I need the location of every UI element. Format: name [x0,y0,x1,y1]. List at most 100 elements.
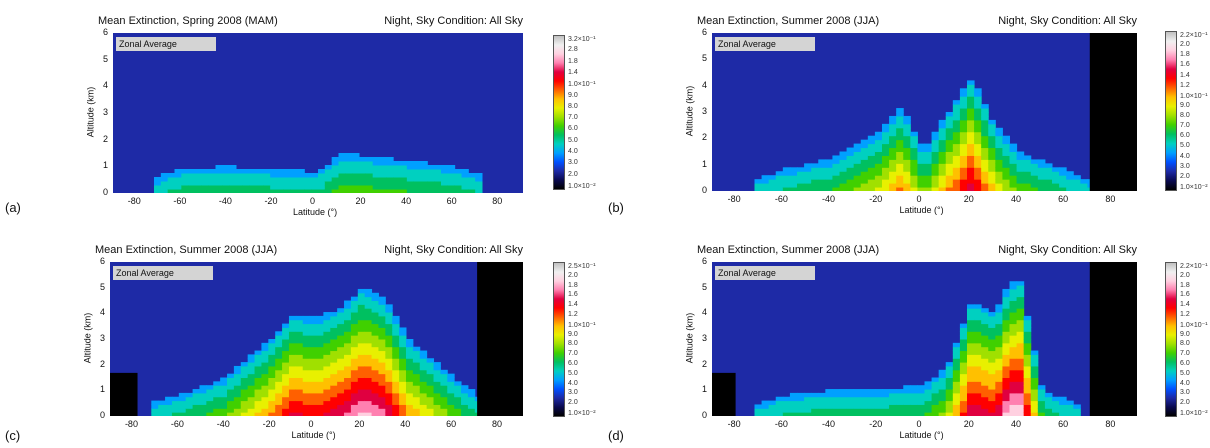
heatmap-cell [988,365,996,371]
heatmap-cell [1016,381,1025,386]
heatmap-cell [945,365,954,371]
heatmap-cell [357,400,366,405]
heatmap-cell [938,139,947,145]
heatmap-cell [323,400,331,405]
heatmap-cell [440,385,448,390]
heatmap-cell [316,408,324,413]
x-tick-label: -60 [774,419,788,429]
heatmap-cell [988,179,996,184]
heatmap-cell [1023,163,1032,168]
heatmap-cell [945,147,954,152]
heatmap-cell [352,177,360,182]
heatmap-cell [254,392,262,398]
heatmap-cell [1002,323,1010,328]
heatmap-cell [860,408,869,413]
heatmap-cell [413,169,421,174]
heatmap-cell [945,135,954,141]
heatmap-cell [846,147,855,152]
heatmap-cell [419,365,428,371]
heatmap-cell [974,179,982,184]
heatmap-cell [874,396,883,402]
heatmap-cell [405,362,414,367]
heatmap-cell [959,131,968,137]
heatmap-cell [952,151,961,156]
heatmap-cell [995,308,1003,313]
heatmap-cell [302,331,311,336]
heatmap-cell [434,185,442,190]
heatmap-cell [330,358,338,363]
heatmap-cell [277,173,285,178]
heatmap-cell [405,392,414,398]
heatmap-cell [959,187,968,191]
heatmap-cell [882,147,890,152]
heatmap-cell [1009,400,1018,405]
heatmap-cell [967,331,975,336]
heatmap-cell [371,362,379,367]
colorbar [1165,31,1177,191]
heatmap-cell [981,339,989,344]
heatmap-cell [337,335,345,340]
heatmap-cell [995,339,1003,344]
colorbar-tick-label: 2.8 [568,46,578,54]
heatmap-cell [924,389,933,394]
heatmap-cell [215,185,223,190]
heatmap-cell [364,392,373,398]
heatmap-area: Zonal Average [113,33,523,193]
heatmap-cell [378,319,386,325]
heatmap-cell [889,127,897,133]
heatmap-cell [338,189,346,193]
heatmap-cell [917,389,925,394]
heatmap-cell [297,185,305,190]
heatmap-cell [288,319,297,325]
heatmap-cell [302,377,311,382]
heatmap-cell [344,377,352,382]
x-tick-label: -80 [124,419,138,429]
heatmap-cell [295,392,304,398]
colorbar-tick-label: 1.0×10⁻² [568,410,596,417]
y-tick-label: 1 [103,160,109,171]
heatmap-cell [974,319,982,325]
heatmap-cell [1037,392,1046,398]
heatmap-cell [309,339,317,344]
heatmap-cell [364,373,373,378]
heatmap-cell [350,350,359,355]
heatmap-cell [261,381,269,386]
heatmap-cell [323,342,331,348]
heatmap-cell [959,143,968,149]
heatmap-cell [405,389,414,394]
heatmap-cell [440,389,448,394]
heatmap-cell [1030,381,1039,386]
heatmap-cell [924,412,933,416]
heatmap-cell [945,139,954,145]
heatmap-cell [441,185,449,190]
heatmap-cell [364,331,373,336]
heatmap-cell [433,392,441,398]
heatmap-cell [316,373,324,378]
x-tick-label: -20 [264,196,278,206]
heatmap-cell [995,335,1003,340]
heatmap-cell [406,165,415,170]
heatmap-cell [352,189,360,193]
heatmap-cell [323,335,331,340]
x-tick-label: -80 [127,196,141,206]
heatmap-cell [160,185,169,190]
heatmap-cell [311,177,319,182]
heatmap-cell [1002,346,1010,352]
heatmap-cell [789,171,798,176]
heatmap-cell [263,177,271,182]
heatmap-cell [447,400,455,405]
heatmap-cell [967,327,975,332]
heatmap-cell [839,392,848,398]
heatmap-cell [938,404,947,409]
heatmap-cell [406,181,415,186]
heatmap-cell [350,358,359,363]
heatmap-cell [832,392,840,398]
heatmap-cell [995,163,1003,168]
heatmap-cell [268,362,276,367]
heatmap-cell [316,412,324,416]
heatmap-cell [311,185,319,190]
heatmap-cell [1023,385,1032,390]
heatmap-cell [952,385,961,390]
y-tick-label: 2 [103,133,109,144]
colorbar-tick-label: 3.2×10⁻¹ [568,36,596,43]
